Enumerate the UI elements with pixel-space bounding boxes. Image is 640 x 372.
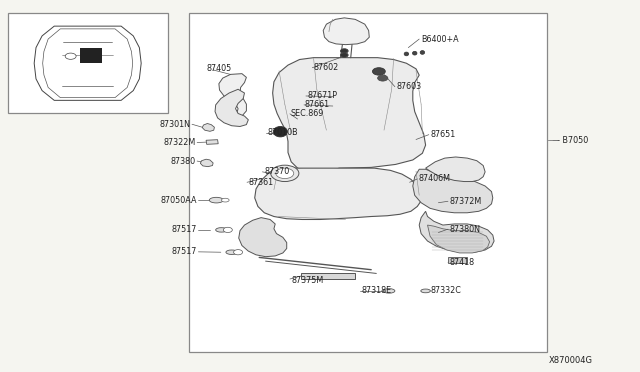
Ellipse shape	[413, 51, 417, 55]
Ellipse shape	[221, 198, 229, 202]
Ellipse shape	[420, 51, 425, 54]
Ellipse shape	[65, 53, 76, 60]
Circle shape	[378, 75, 388, 81]
Text: 87418: 87418	[449, 258, 474, 267]
Circle shape	[340, 49, 348, 53]
Text: — B7050: — B7050	[552, 136, 588, 145]
Bar	[189, 13, 547, 352]
Text: 87301N: 87301N	[160, 120, 191, 129]
Ellipse shape	[226, 250, 237, 254]
Text: 87651: 87651	[430, 130, 455, 139]
Bar	[81, 48, 102, 63]
Text: 87010B: 87010B	[268, 128, 298, 137]
Polygon shape	[323, 18, 369, 45]
Text: 87375M: 87375M	[291, 276, 323, 285]
Text: 87050AA: 87050AA	[161, 196, 197, 205]
Text: 87603: 87603	[396, 82, 421, 91]
Text: 87318E: 87318E	[362, 286, 392, 295]
Ellipse shape	[216, 228, 227, 232]
Bar	[8, 13, 168, 113]
Bar	[206, 140, 218, 144]
Text: 87322M: 87322M	[164, 138, 196, 147]
Text: 87332C: 87332C	[430, 286, 461, 295]
Text: 87671P: 87671P	[307, 92, 337, 100]
Circle shape	[340, 53, 348, 57]
Text: 87517: 87517	[172, 247, 197, 256]
Circle shape	[372, 68, 385, 75]
Ellipse shape	[404, 52, 409, 56]
Polygon shape	[200, 159, 213, 167]
Ellipse shape	[421, 289, 431, 293]
Ellipse shape	[273, 126, 287, 137]
Circle shape	[234, 250, 243, 255]
Text: 87406M: 87406M	[419, 174, 451, 183]
Text: 87380: 87380	[171, 157, 196, 166]
Bar	[448, 257, 467, 263]
Circle shape	[271, 165, 299, 182]
Polygon shape	[219, 74, 246, 119]
Polygon shape	[273, 58, 426, 172]
Text: 87370: 87370	[264, 167, 289, 176]
Text: 87380N: 87380N	[449, 225, 480, 234]
Ellipse shape	[209, 197, 223, 203]
Polygon shape	[419, 211, 494, 252]
Polygon shape	[413, 169, 493, 213]
Ellipse shape	[383, 289, 395, 293]
Polygon shape	[255, 168, 421, 219]
Bar	[301, 273, 355, 279]
Polygon shape	[215, 89, 248, 126]
Text: SEC.869: SEC.869	[291, 109, 324, 118]
Circle shape	[223, 227, 232, 232]
Polygon shape	[34, 26, 141, 100]
Text: 87661: 87661	[305, 100, 330, 109]
Polygon shape	[202, 124, 214, 131]
Text: X870004G: X870004G	[549, 356, 593, 365]
Circle shape	[276, 168, 294, 179]
Text: 87602: 87602	[314, 63, 339, 72]
Text: 87361: 87361	[248, 178, 273, 187]
Text: B6400+A: B6400+A	[421, 35, 459, 44]
Polygon shape	[239, 218, 287, 257]
Polygon shape	[426, 157, 485, 182]
Text: 87517: 87517	[172, 225, 197, 234]
Text: 87405: 87405	[206, 64, 231, 73]
Text: 87372M: 87372M	[449, 197, 481, 206]
Polygon shape	[428, 225, 490, 253]
Polygon shape	[43, 29, 132, 97]
